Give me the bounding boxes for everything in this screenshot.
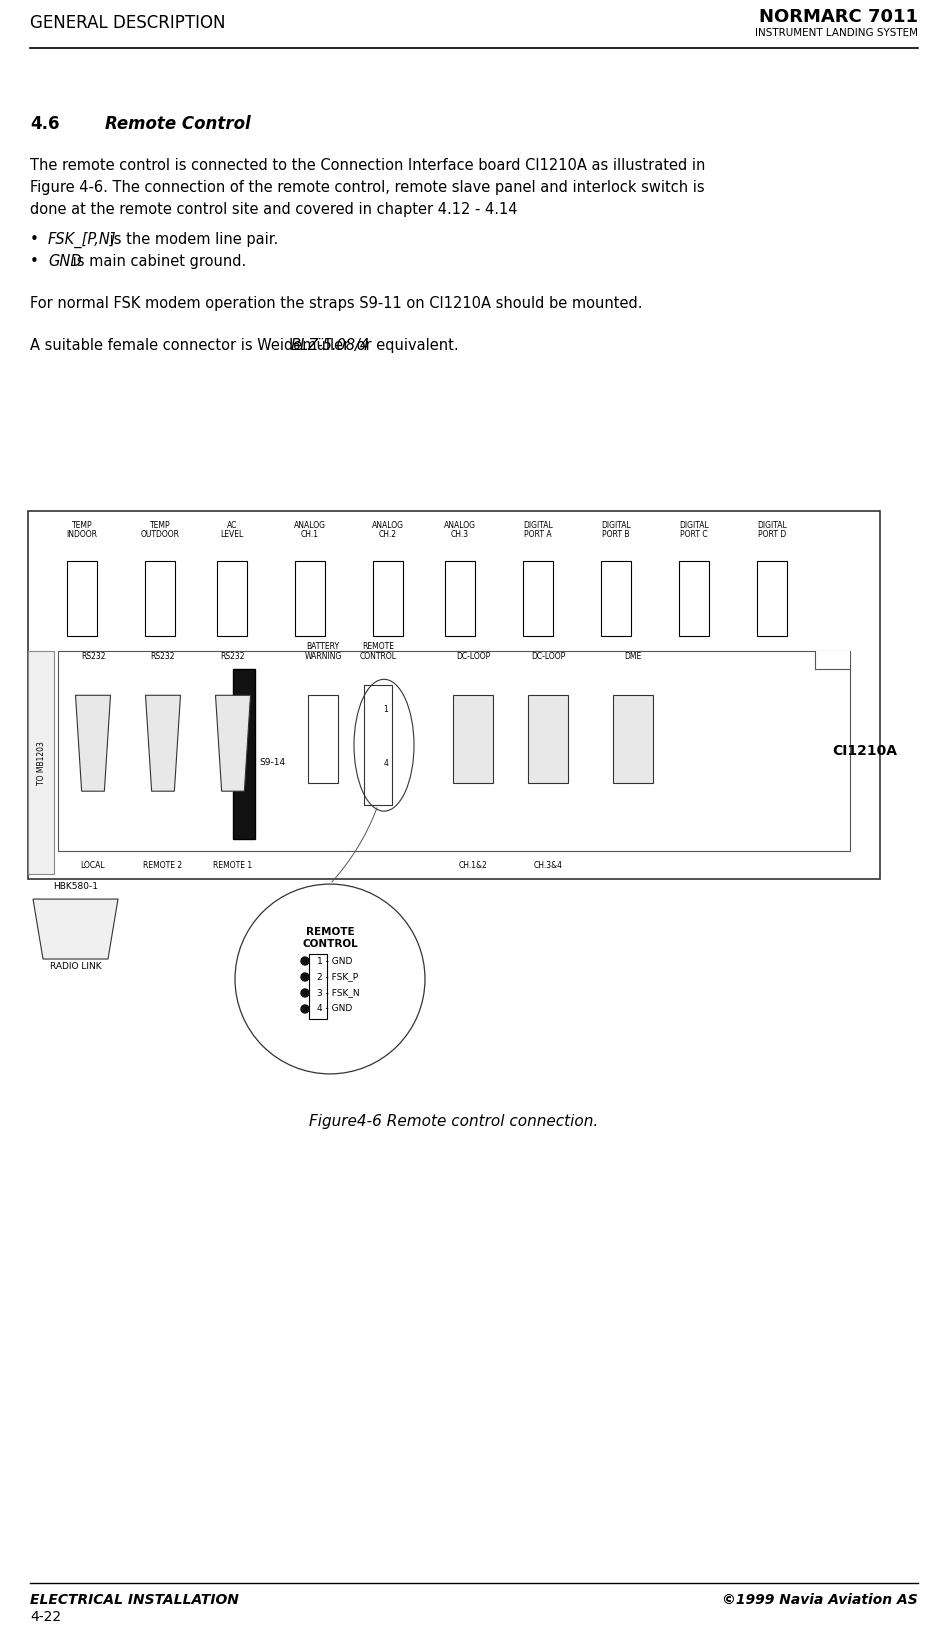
Text: TEMP
INDOOR: TEMP INDOOR	[66, 521, 98, 539]
Text: or equivalent.: or equivalent.	[352, 337, 459, 353]
Text: done at the remote control site and covered in chapter 4.12 - 4.14: done at the remote control site and cove…	[30, 202, 518, 217]
Text: 3 - FSK_N: 3 - FSK_N	[317, 988, 359, 998]
Polygon shape	[215, 695, 250, 791]
Circle shape	[301, 1004, 309, 1013]
Text: TO MB1203: TO MB1203	[37, 741, 46, 785]
Ellipse shape	[235, 884, 425, 1074]
Text: 4-22: 4-22	[30, 1610, 61, 1625]
Text: TEMP
OUTDOOR: TEMP OUTDOOR	[140, 521, 179, 539]
Text: LOCAL: LOCAL	[81, 861, 105, 869]
Circle shape	[301, 974, 309, 982]
Text: The remote control is connected to the Connection Interface board CI1210A as ill: The remote control is connected to the C…	[30, 158, 705, 173]
Text: GND: GND	[48, 254, 82, 269]
Bar	[28, 651, 54, 874]
Bar	[613, 695, 653, 783]
Bar	[58, 651, 850, 851]
Bar	[528, 695, 568, 783]
Text: DIGITAL
PORT B: DIGITAL PORT B	[601, 521, 630, 539]
Text: FSK_[P,N]: FSK_[P,N]	[48, 231, 117, 247]
Text: 4.6: 4.6	[30, 116, 60, 133]
Text: S9-14: S9-14	[259, 759, 285, 767]
Text: CH.1&2: CH.1&2	[459, 861, 487, 869]
Text: is the modem line pair.: is the modem line pair.	[104, 231, 278, 247]
Text: REMOTE 1: REMOTE 1	[213, 861, 252, 869]
Text: DIGITAL
PORT A: DIGITAL PORT A	[523, 521, 553, 539]
Bar	[757, 562, 787, 637]
Text: •: •	[30, 231, 39, 247]
Text: •: •	[30, 254, 39, 269]
Text: A suitable female connector is Weidemüller: A suitable female connector is Weidemüll…	[30, 337, 354, 353]
Text: ANALOG
CH.3: ANALOG CH.3	[444, 521, 476, 539]
Bar	[373, 562, 403, 637]
Text: RS232: RS232	[221, 653, 246, 661]
Text: DC-LOOP: DC-LOOP	[531, 653, 565, 661]
Bar	[523, 562, 553, 637]
Bar	[145, 562, 175, 637]
Text: CI1210A: CI1210A	[832, 744, 898, 759]
Text: Figure4-6 Remote control connection.: Figure4-6 Remote control connection.	[309, 1114, 598, 1128]
Text: INSTRUMENT LANDING SYSTEM: INSTRUMENT LANDING SYSTEM	[755, 28, 918, 37]
Text: DIGITAL
PORT D: DIGITAL PORT D	[757, 521, 787, 539]
Bar	[453, 695, 493, 783]
Text: ANALOG
CH.2: ANALOG CH.2	[372, 521, 404, 539]
Text: DC-LOOP: DC-LOOP	[456, 653, 490, 661]
Bar	[67, 562, 97, 637]
Circle shape	[301, 957, 309, 965]
Bar	[28, 511, 880, 879]
Circle shape	[301, 988, 309, 996]
Text: BATTERY
WARNING: BATTERY WARNING	[304, 641, 341, 661]
Text: HBK580-1: HBK580-1	[53, 882, 98, 891]
Bar	[815, 651, 850, 669]
Text: CH.3&4: CH.3&4	[534, 861, 562, 869]
Text: ELECTRICAL INSTALLATION: ELECTRICAL INSTALLATION	[30, 1594, 239, 1607]
Text: Figure 4-6. The connection of the remote control, remote slave panel and interlo: Figure 4-6. The connection of the remote…	[30, 179, 704, 195]
Bar	[601, 562, 631, 637]
Text: GENERAL DESCRIPTION: GENERAL DESCRIPTION	[30, 15, 226, 33]
Bar	[217, 562, 247, 637]
Text: 4: 4	[384, 759, 389, 768]
Polygon shape	[33, 899, 118, 959]
Text: RS232: RS232	[151, 653, 175, 661]
Text: DIGITAL
PORT C: DIGITAL PORT C	[679, 521, 709, 539]
Text: ANALOG
CH.1: ANALOG CH.1	[294, 521, 326, 539]
Bar	[309, 954, 327, 1019]
Text: 1 - GND: 1 - GND	[317, 957, 353, 965]
Text: RS232: RS232	[81, 653, 105, 661]
Text: REMOTE
CONTROL: REMOTE CONTROL	[302, 926, 358, 949]
Text: 1: 1	[384, 705, 389, 713]
Polygon shape	[76, 695, 111, 791]
Text: 2 - FSK_P: 2 - FSK_P	[317, 972, 358, 982]
Bar	[308, 695, 338, 783]
Text: NORMARC 7011: NORMARC 7011	[759, 8, 918, 26]
Text: BLZ-5.08/4: BLZ-5.08/4	[290, 337, 370, 353]
Bar	[679, 562, 709, 637]
Text: AC
LEVEL: AC LEVEL	[220, 521, 244, 539]
Text: Remote Control: Remote Control	[105, 116, 251, 133]
Text: is main cabinet ground.: is main cabinet ground.	[68, 254, 246, 269]
Polygon shape	[145, 695, 180, 791]
Text: 4 - GND: 4 - GND	[317, 1004, 353, 1014]
Text: REMOTE
CONTROL: REMOTE CONTROL	[359, 641, 396, 661]
Bar	[233, 669, 255, 838]
Bar	[445, 562, 475, 637]
Bar	[364, 685, 392, 806]
Text: For normal FSK modem operation the straps S9-11 on CI1210A should be mounted.: For normal FSK modem operation the strap…	[30, 296, 643, 311]
Text: RADIO LINK: RADIO LINK	[49, 962, 101, 970]
Text: DME: DME	[625, 653, 642, 661]
Bar	[295, 562, 325, 637]
Text: ©1999 Navia Aviation AS: ©1999 Navia Aviation AS	[722, 1594, 918, 1607]
Text: REMOTE 2: REMOTE 2	[143, 861, 183, 869]
